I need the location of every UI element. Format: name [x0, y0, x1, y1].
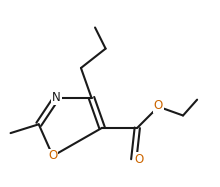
Text: O: O — [48, 149, 57, 163]
Text: O: O — [154, 99, 163, 112]
Text: N: N — [52, 91, 61, 104]
Text: O: O — [134, 153, 144, 166]
